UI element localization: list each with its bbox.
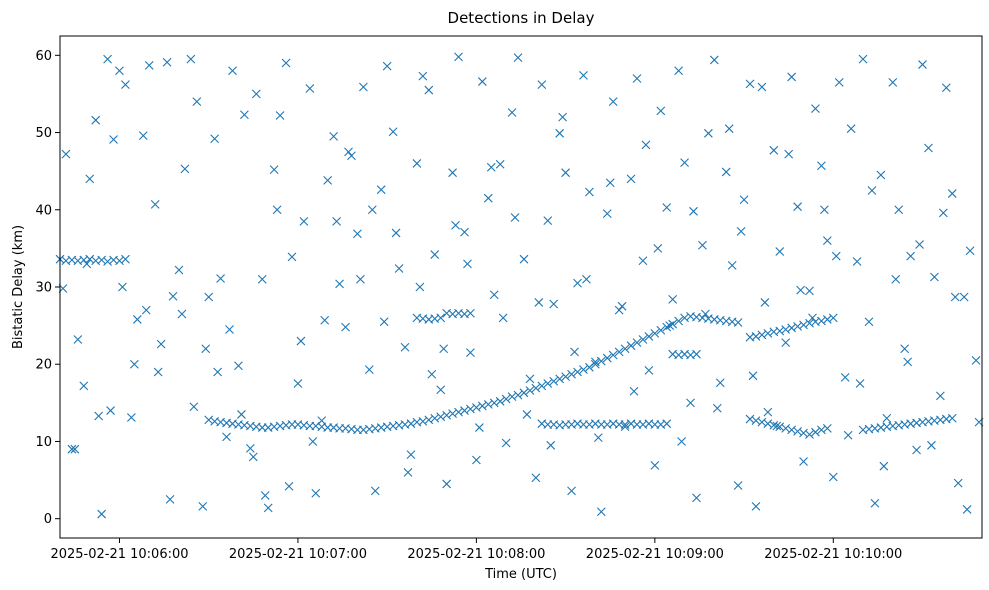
y-tick-label: 10 [35, 435, 52, 450]
y-tick-label: 30 [35, 281, 52, 296]
x-tick-label: 2025-02-21 10:07:00 [229, 547, 367, 562]
y-tick-label: 0 [44, 512, 52, 527]
plot-area [60, 36, 982, 538]
chart-title: Detections in Delay [448, 9, 595, 27]
y-axis-label: Bistatic Delay (km) [11, 225, 26, 349]
x-tick-label: 2025-02-21 10:09:00 [586, 547, 724, 562]
y-tick-label: 50 [35, 126, 52, 141]
x-tick-label: 2025-02-21 10:06:00 [50, 547, 188, 562]
y-tick-label: 40 [35, 203, 52, 218]
y-tick-label: 20 [35, 358, 52, 373]
x-axis-label: Time (UTC) [484, 567, 557, 582]
y-tick-label: 60 [35, 49, 52, 64]
x-tick-label: 2025-02-21 10:10:00 [764, 547, 902, 562]
x-tick-label: 2025-02-21 10:08:00 [407, 547, 545, 562]
